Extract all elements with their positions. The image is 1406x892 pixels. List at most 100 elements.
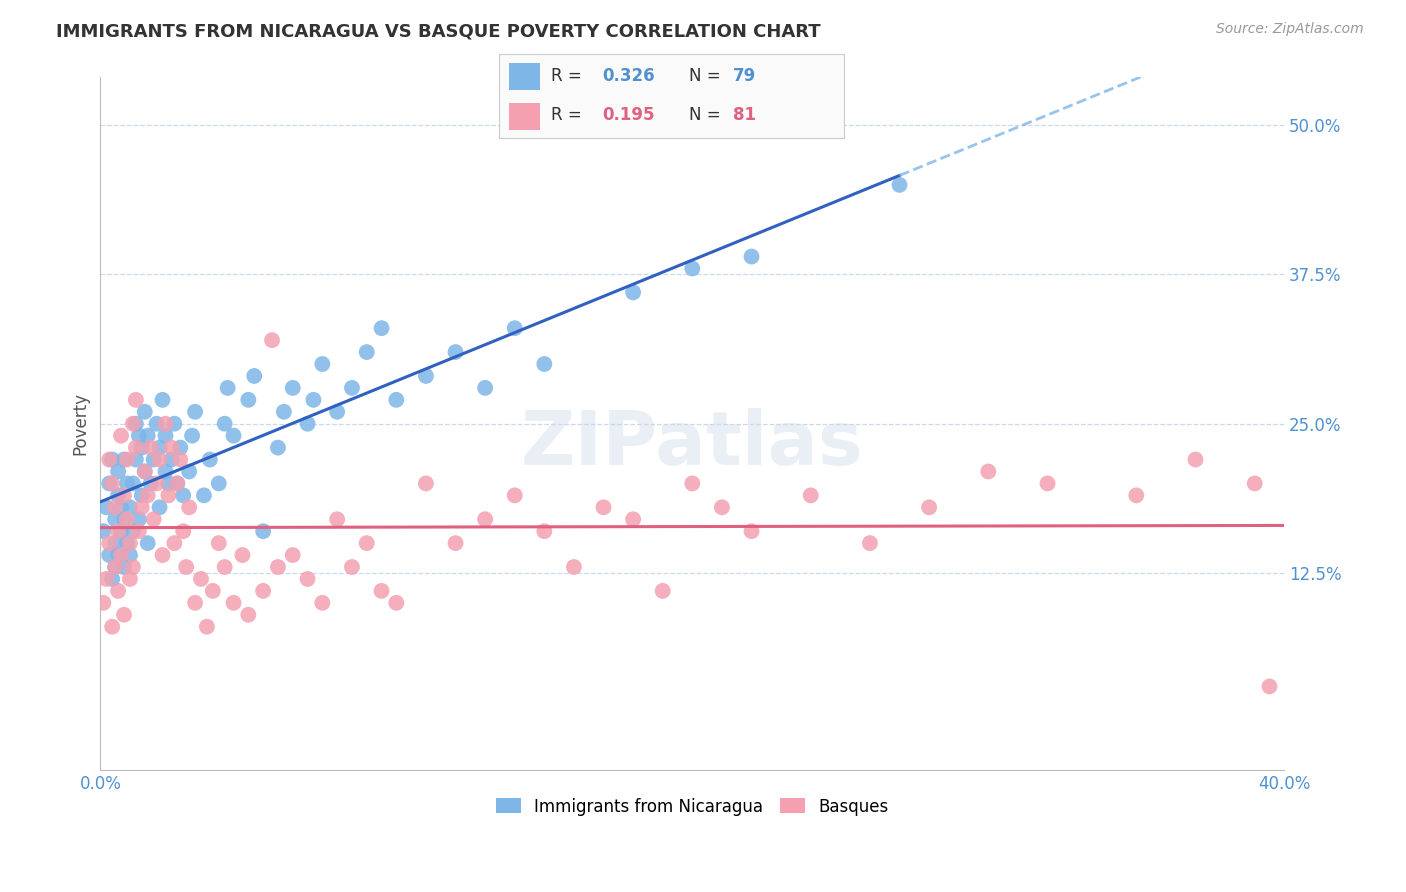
Point [125, 441, 148, 455]
Point [172, 488, 194, 502]
Point [96, 500, 118, 515]
Y-axis label: Poverty: Poverty [72, 392, 89, 455]
Point [118, 548, 141, 562]
Point [1243, 476, 1265, 491]
Point [112, 607, 135, 622]
Point [918, 500, 941, 515]
Point [96, 572, 118, 586]
Point [145, 417, 167, 431]
Point [311, 596, 333, 610]
Point [134, 405, 156, 419]
Point [115, 512, 138, 526]
Point [112, 512, 135, 526]
Point [238, 392, 260, 407]
Point [98, 536, 121, 550]
Point [503, 321, 526, 335]
Point [800, 488, 823, 502]
Point [104, 500, 127, 515]
Point [112, 452, 135, 467]
Point [118, 536, 141, 550]
Point [118, 572, 141, 586]
Point [163, 536, 186, 550]
Point [201, 583, 224, 598]
Point [889, 178, 911, 192]
Point [1125, 488, 1147, 502]
Point [252, 583, 274, 598]
Point [444, 345, 467, 359]
Point [148, 452, 170, 467]
Text: N =: N = [689, 106, 725, 124]
Point [281, 381, 304, 395]
Point [190, 572, 212, 586]
Point [326, 405, 349, 419]
Point [110, 500, 132, 515]
Point [198, 452, 221, 467]
Point [155, 417, 177, 431]
Point [217, 381, 239, 395]
Point [169, 452, 191, 467]
Point [172, 524, 194, 538]
Point [340, 560, 363, 574]
Point [252, 524, 274, 538]
Point [136, 536, 159, 550]
Point [157, 476, 180, 491]
Point [562, 560, 585, 574]
Point [273, 405, 295, 419]
Point [134, 465, 156, 479]
Point [107, 488, 129, 502]
Point [243, 368, 266, 383]
Point [160, 452, 183, 467]
Point [214, 417, 236, 431]
Point [174, 560, 197, 574]
Point [128, 512, 150, 526]
Point [104, 560, 127, 574]
Point [152, 548, 174, 562]
Point [356, 345, 378, 359]
Point [107, 583, 129, 598]
Point [1184, 452, 1206, 467]
Text: Source: ZipAtlas.com: Source: ZipAtlas.com [1216, 22, 1364, 37]
Point [326, 512, 349, 526]
Point [385, 392, 408, 407]
Point [503, 488, 526, 502]
Point [115, 452, 138, 467]
Point [104, 536, 127, 550]
Point [166, 476, 188, 491]
Point [231, 548, 253, 562]
Point [474, 381, 496, 395]
Text: N =: N = [689, 68, 725, 86]
Point [145, 476, 167, 491]
Point [1036, 476, 1059, 491]
Text: 79: 79 [734, 68, 756, 86]
Point [125, 452, 148, 467]
Point [238, 607, 260, 622]
Point [370, 583, 392, 598]
Point [107, 548, 129, 562]
Point [160, 441, 183, 455]
Point [297, 417, 319, 431]
Point [179, 500, 201, 515]
Point [267, 441, 290, 455]
Point [115, 476, 138, 491]
Point [370, 321, 392, 335]
FancyBboxPatch shape [509, 62, 540, 90]
Point [222, 428, 245, 442]
Point [136, 428, 159, 442]
Point [125, 392, 148, 407]
Point [131, 500, 153, 515]
Point [148, 441, 170, 455]
Point [651, 583, 673, 598]
Point [267, 560, 290, 574]
Point [859, 536, 882, 550]
Point [415, 476, 437, 491]
Point [621, 285, 644, 300]
Point [101, 620, 124, 634]
Point [118, 500, 141, 515]
Point [115, 536, 138, 550]
FancyBboxPatch shape [509, 103, 540, 130]
Point [152, 392, 174, 407]
Point [281, 548, 304, 562]
Point [166, 476, 188, 491]
Point [122, 476, 145, 491]
Point [122, 524, 145, 538]
